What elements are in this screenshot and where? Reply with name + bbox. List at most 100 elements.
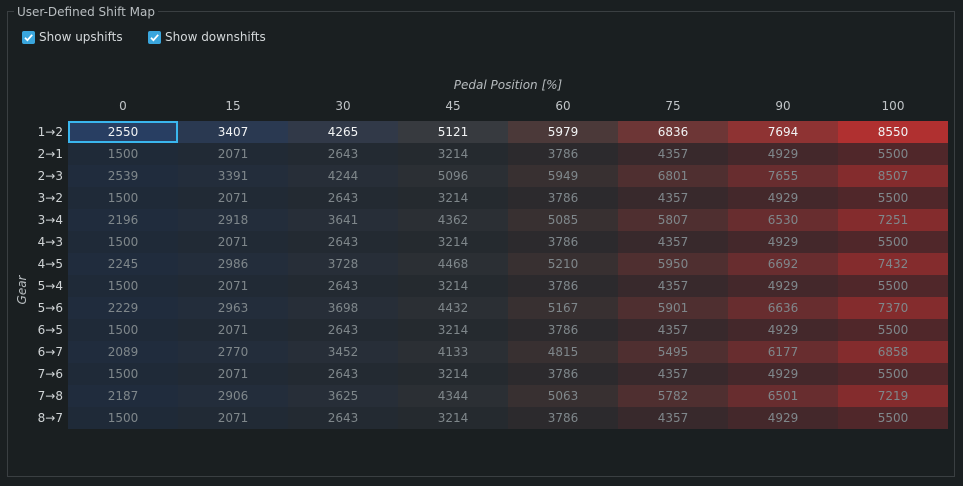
table-cell[interactable]: 5500 bbox=[838, 407, 948, 429]
table-cell[interactable]: 6692 bbox=[728, 253, 838, 275]
table-cell[interactable]: 5500 bbox=[838, 187, 948, 209]
table-cell[interactable]: 5085 bbox=[508, 209, 618, 231]
table-cell[interactable]: 5500 bbox=[838, 319, 948, 341]
table-cell[interactable]: 5210 bbox=[508, 253, 618, 275]
table-cell[interactable]: 2643 bbox=[288, 143, 398, 165]
table-cell[interactable]: 3641 bbox=[288, 209, 398, 231]
table-cell[interactable]: 1500 bbox=[68, 231, 178, 253]
table-cell[interactable]: 2071 bbox=[178, 275, 288, 297]
table-cell[interactable]: 2770 bbox=[178, 341, 288, 363]
table-cell[interactable]: 4929 bbox=[728, 231, 838, 253]
table-cell[interactable]: 4357 bbox=[618, 275, 728, 297]
table-cell[interactable]: 5167 bbox=[508, 297, 618, 319]
table-cell[interactable]: 2643 bbox=[288, 187, 398, 209]
table-cell[interactable]: 5500 bbox=[838, 363, 948, 385]
table-cell[interactable]: 4929 bbox=[728, 143, 838, 165]
table-cell[interactable]: 4133 bbox=[398, 341, 508, 363]
table-cell[interactable]: 2071 bbox=[178, 407, 288, 429]
table-cell[interactable]: 1500 bbox=[68, 143, 178, 165]
table-cell[interactable]: 2229 bbox=[68, 297, 178, 319]
table-cell[interactable]: 4357 bbox=[618, 231, 728, 253]
table-cell[interactable]: 2643 bbox=[288, 231, 398, 253]
table-cell[interactable]: 2071 bbox=[178, 143, 288, 165]
table-cell[interactable]: 3214 bbox=[398, 187, 508, 209]
table-cell[interactable]: 2539 bbox=[68, 165, 178, 187]
table-cell[interactable]: 5500 bbox=[838, 143, 948, 165]
table-cell[interactable]: 2245 bbox=[68, 253, 178, 275]
table-cell[interactable]: 5096 bbox=[398, 165, 508, 187]
table-cell[interactable]: 3786 bbox=[508, 275, 618, 297]
table-cell[interactable]: 4357 bbox=[618, 143, 728, 165]
table-cell[interactable]: 2918 bbox=[178, 209, 288, 231]
table-cell[interactable]: 6836 bbox=[618, 121, 728, 143]
table-cell[interactable]: 4362 bbox=[398, 209, 508, 231]
table-cell[interactable]: 4815 bbox=[508, 341, 618, 363]
table-cell[interactable]: 3391 bbox=[178, 165, 288, 187]
table-cell[interactable]: 8550 bbox=[838, 121, 948, 143]
table-cell[interactable]: 2643 bbox=[288, 407, 398, 429]
table-cell[interactable]: 5807 bbox=[618, 209, 728, 231]
table-cell[interactable]: 3214 bbox=[398, 231, 508, 253]
table-cell[interactable]: 1500 bbox=[68, 275, 178, 297]
table-cell[interactable]: 6801 bbox=[618, 165, 728, 187]
table-cell[interactable]: 5901 bbox=[618, 297, 728, 319]
table-cell[interactable]: 4357 bbox=[618, 187, 728, 209]
table-cell[interactable]: 2963 bbox=[178, 297, 288, 319]
table-cell[interactable]: 3214 bbox=[398, 407, 508, 429]
table-cell[interactable]: 7370 bbox=[838, 297, 948, 319]
table-cell[interactable]: 4357 bbox=[618, 319, 728, 341]
table-cell[interactable]: 3786 bbox=[508, 363, 618, 385]
table-cell[interactable]: 2071 bbox=[178, 319, 288, 341]
table-cell[interactable]: 4929 bbox=[728, 363, 838, 385]
table-cell[interactable]: 3786 bbox=[508, 187, 618, 209]
table-cell[interactable]: 7432 bbox=[838, 253, 948, 275]
table-cell[interactable]: 2071 bbox=[178, 187, 288, 209]
table-cell[interactable]: 2196 bbox=[68, 209, 178, 231]
table-cell[interactable]: 3214 bbox=[398, 143, 508, 165]
table-cell[interactable]: 7694 bbox=[728, 121, 838, 143]
table-cell[interactable]: 3214 bbox=[398, 363, 508, 385]
table-cell[interactable]: 6501 bbox=[728, 385, 838, 407]
table-cell[interactable]: 2986 bbox=[178, 253, 288, 275]
table-cell[interactable]: 4929 bbox=[728, 407, 838, 429]
table-cell[interactable]: 8507 bbox=[838, 165, 948, 187]
table-cell[interactable]: 2906 bbox=[178, 385, 288, 407]
table-cell[interactable]: 5495 bbox=[618, 341, 728, 363]
table-cell[interactable]: 7655 bbox=[728, 165, 838, 187]
table-cell[interactable]: 2643 bbox=[288, 363, 398, 385]
table-cell[interactable]: 5121 bbox=[398, 121, 508, 143]
table-cell[interactable]: 4929 bbox=[728, 319, 838, 341]
table-cell[interactable]: 4432 bbox=[398, 297, 508, 319]
shift-map-table[interactable]: 2550 3407 4265 5121 5979 6836 7694 8550 1500 2071… bbox=[68, 121, 948, 429]
table-cell[interactable]: 5063 bbox=[508, 385, 618, 407]
table-cell[interactable]: 6858 bbox=[838, 341, 948, 363]
table-cell[interactable]: 2071 bbox=[178, 231, 288, 253]
table-cell[interactable]: 4929 bbox=[728, 275, 838, 297]
table-cell[interactable]: 3786 bbox=[508, 407, 618, 429]
table-cell[interactable]: 3786 bbox=[508, 231, 618, 253]
table-cell[interactable]: 1500 bbox=[68, 363, 178, 385]
table-cell[interactable]: 7251 bbox=[838, 209, 948, 231]
table-cell[interactable]: 2643 bbox=[288, 275, 398, 297]
table-cell[interactable]: 3214 bbox=[398, 319, 508, 341]
show-downshifts-checkbox[interactable]: Show downshifts bbox=[148, 30, 266, 44]
table-cell[interactable]: 4265 bbox=[288, 121, 398, 143]
table-cell[interactable]: 5782 bbox=[618, 385, 728, 407]
table-cell[interactable]: 4344 bbox=[398, 385, 508, 407]
table-cell[interactable]: 3786 bbox=[508, 143, 618, 165]
table-cell[interactable]: 4929 bbox=[728, 187, 838, 209]
table-cell[interactable]: 3407 bbox=[178, 121, 288, 143]
table-cell[interactable]: 4468 bbox=[398, 253, 508, 275]
table-cell[interactable]: 6636 bbox=[728, 297, 838, 319]
table-cell[interactable]: 2187 bbox=[68, 385, 178, 407]
table-cell[interactable]: 4357 bbox=[618, 407, 728, 429]
table-cell[interactable]: 1500 bbox=[68, 187, 178, 209]
table-cell[interactable]: 1500 bbox=[68, 319, 178, 341]
table-cell[interactable]: 5979 bbox=[508, 121, 618, 143]
table-cell[interactable]: 3214 bbox=[398, 275, 508, 297]
show-upshifts-checkbox[interactable]: Show upshifts bbox=[22, 30, 123, 44]
table-cell[interactable]: 2071 bbox=[178, 363, 288, 385]
table-cell[interactable]: 3786 bbox=[508, 319, 618, 341]
table-cell[interactable]: 2643 bbox=[288, 319, 398, 341]
table-cell[interactable]: 5950 bbox=[618, 253, 728, 275]
